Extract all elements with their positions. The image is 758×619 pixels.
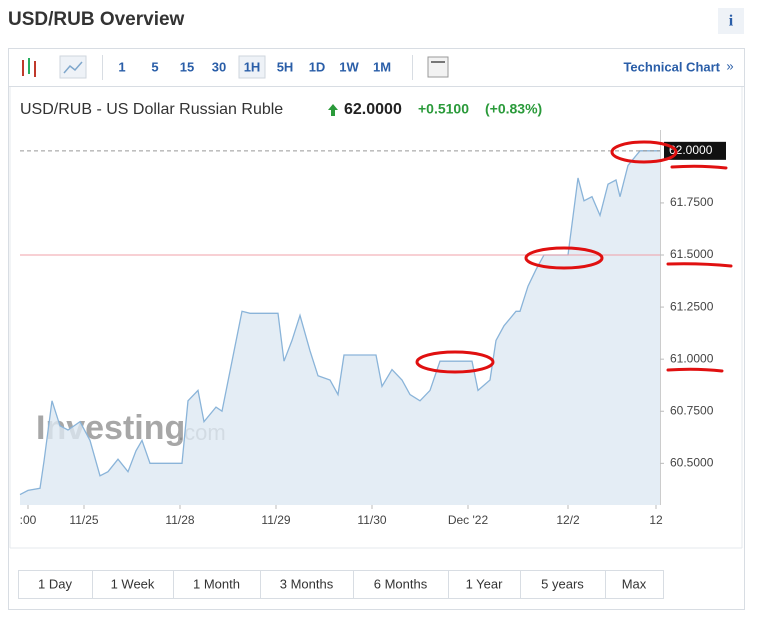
annotation-underline: [666, 367, 724, 373]
info-icon[interactable]: i: [729, 13, 734, 30]
table-icon[interactable]: [427, 56, 449, 78]
ui: 1 5 15 30 1H 5H 1D 1W 1M1 Day 1 Week 1 Month 3 Mont…: [18, 55, 664, 599]
y-tick-label: 61.5000: [670, 247, 714, 261]
x-tick-label: Dec '22: [448, 513, 489, 527]
y-tick-label: 61.2500: [670, 299, 714, 313]
quote-change-percent: (+0.83%): [485, 101, 542, 117]
interval-button[interactable]: 1H: [244, 59, 261, 74]
technical-chart-arrow[interactable]: »: [726, 58, 733, 73]
range-label[interactable]: 6 Months: [374, 576, 428, 591]
range-button[interactable]: [260, 570, 354, 599]
x-tick-label: 12/2: [556, 513, 580, 527]
range-label[interactable]: 1 Year: [466, 576, 504, 591]
range-button[interactable]: [605, 570, 664, 599]
y-tick-label: 60.5000: [670, 456, 714, 470]
quote-price: 62.0000: [344, 101, 402, 118]
annotation-circle: [415, 350, 495, 374]
info-button-bg[interactable]: [718, 8, 744, 34]
interval-active[interactable]: [238, 55, 266, 79]
annotation-underline: [666, 262, 733, 268]
range-label[interactable]: 1 Day: [38, 576, 72, 591]
range-button[interactable]: [520, 570, 606, 599]
area-icon: [63, 61, 83, 74]
annotation-underline: [670, 164, 728, 170]
x-tick-label: 11/30: [357, 513, 386, 527]
current-label-box: [664, 141, 726, 160]
x-tick-label: 11/29: [261, 513, 290, 527]
interval-button[interactable]: 1: [118, 59, 125, 74]
range-button[interactable]: [173, 570, 261, 599]
quote-name: USD/RUB - US Dollar Russian Ruble: [20, 101, 283, 118]
range-label[interactable]: 3 Months: [280, 576, 334, 591]
area: [20, 150, 660, 506]
range-button[interactable]: [448, 570, 521, 599]
x-tick-label: :00: [20, 513, 37, 527]
interval-button[interactable]: 1M: [373, 59, 391, 74]
x-tick-label: 11/25: [69, 513, 98, 527]
range-label[interactable]: 1 Week: [111, 576, 155, 591]
annotation-circle: [610, 140, 678, 164]
y-tick-label: 61.7500: [670, 195, 714, 209]
interval-button[interactable]: 1W: [339, 59, 359, 74]
range-button[interactable]: [353, 570, 449, 599]
candle-icon[interactable]: [22, 58, 36, 77]
current-label: 62.0000: [669, 143, 713, 157]
interval-button[interactable]: 30: [212, 59, 226, 74]
range-label[interactable]: Max: [622, 576, 647, 591]
range-label[interactable]: 1 Month: [193, 576, 240, 591]
quote-change: +0.5100: [418, 101, 469, 117]
y-tick-label: 60.7500: [670, 403, 714, 417]
plot: Investing.com60.500060.750061.000061.250…: [20, 130, 726, 527]
technical-chart-link[interactable]: Technical Chart: [623, 59, 720, 74]
up-arrow: [328, 104, 338, 116]
x-tick-label: 11/28: [165, 513, 194, 527]
page-title: USD/RUB Overview: [8, 9, 185, 30]
interval-button[interactable]: 5: [151, 59, 158, 74]
widget-border: [8, 48, 745, 610]
interval-button[interactable]: 15: [180, 59, 194, 74]
x-tick-label: 12: [649, 513, 663, 527]
interval-button[interactable]: 1D: [309, 59, 326, 74]
y-tick-label: 61.0000: [670, 351, 714, 365]
annotation-circle: [524, 246, 604, 270]
interval-button[interactable]: 5H: [277, 59, 294, 74]
annotations: [415, 140, 733, 374]
area-icon-box[interactable]: [59, 55, 87, 79]
range-label[interactable]: 5 years: [541, 576, 584, 591]
